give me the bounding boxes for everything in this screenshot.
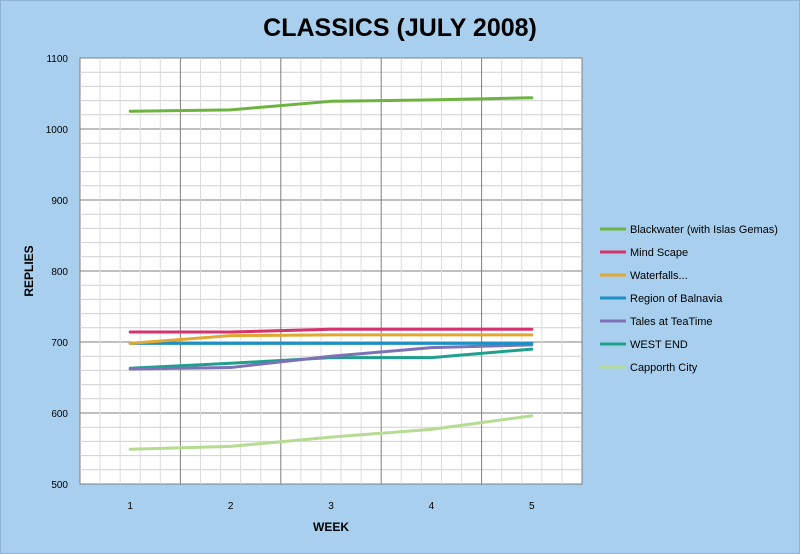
legend-entry: Blackwater (with Islas Gemas) xyxy=(630,224,778,236)
legend-entry: Waterfalls... xyxy=(630,270,688,282)
legend-entry: WEST END xyxy=(630,339,688,351)
y-axis-title: REPLIES xyxy=(22,245,36,296)
y-tick-label: 700 xyxy=(51,338,68,349)
series-line xyxy=(128,414,534,451)
y-tick-label: 1100 xyxy=(46,54,68,65)
series-line xyxy=(128,343,534,371)
x-axis-title: WEEK xyxy=(313,520,349,534)
x-axis-ticks: 1 2 3 4 5 xyxy=(127,501,535,512)
legend-entry: Tales at TeaTime xyxy=(630,316,713,328)
series-line xyxy=(128,333,534,345)
y-tick-label: 800 xyxy=(51,267,68,278)
x-tick-label: 5 xyxy=(529,501,535,512)
legend-entry: Region of Balnavia xyxy=(630,293,723,305)
legend: Blackwater (with Islas Gemas) Mind Scape W… xyxy=(600,224,778,374)
x-tick-label: 2 xyxy=(228,501,234,512)
series-line xyxy=(128,327,534,334)
y-axis-ticks: 500 600 700 800 900 1000 1100 xyxy=(46,54,69,491)
x-tick-label: 4 xyxy=(429,501,435,512)
legend-entry: Mind Scape xyxy=(630,247,688,259)
series-lines xyxy=(128,96,534,451)
y-tick-label: 1000 xyxy=(46,125,69,136)
legend-entry: Capporth City xyxy=(630,362,698,374)
y-tick-label: 500 xyxy=(51,480,68,491)
series-line xyxy=(128,96,534,113)
chart-title: CLASSICS (JULY 2008) xyxy=(263,14,537,42)
y-tick-label: 900 xyxy=(51,196,68,207)
x-tick-label: 1 xyxy=(127,501,133,512)
x-tick-label: 3 xyxy=(328,501,334,512)
y-tick-label: 600 xyxy=(51,409,68,420)
